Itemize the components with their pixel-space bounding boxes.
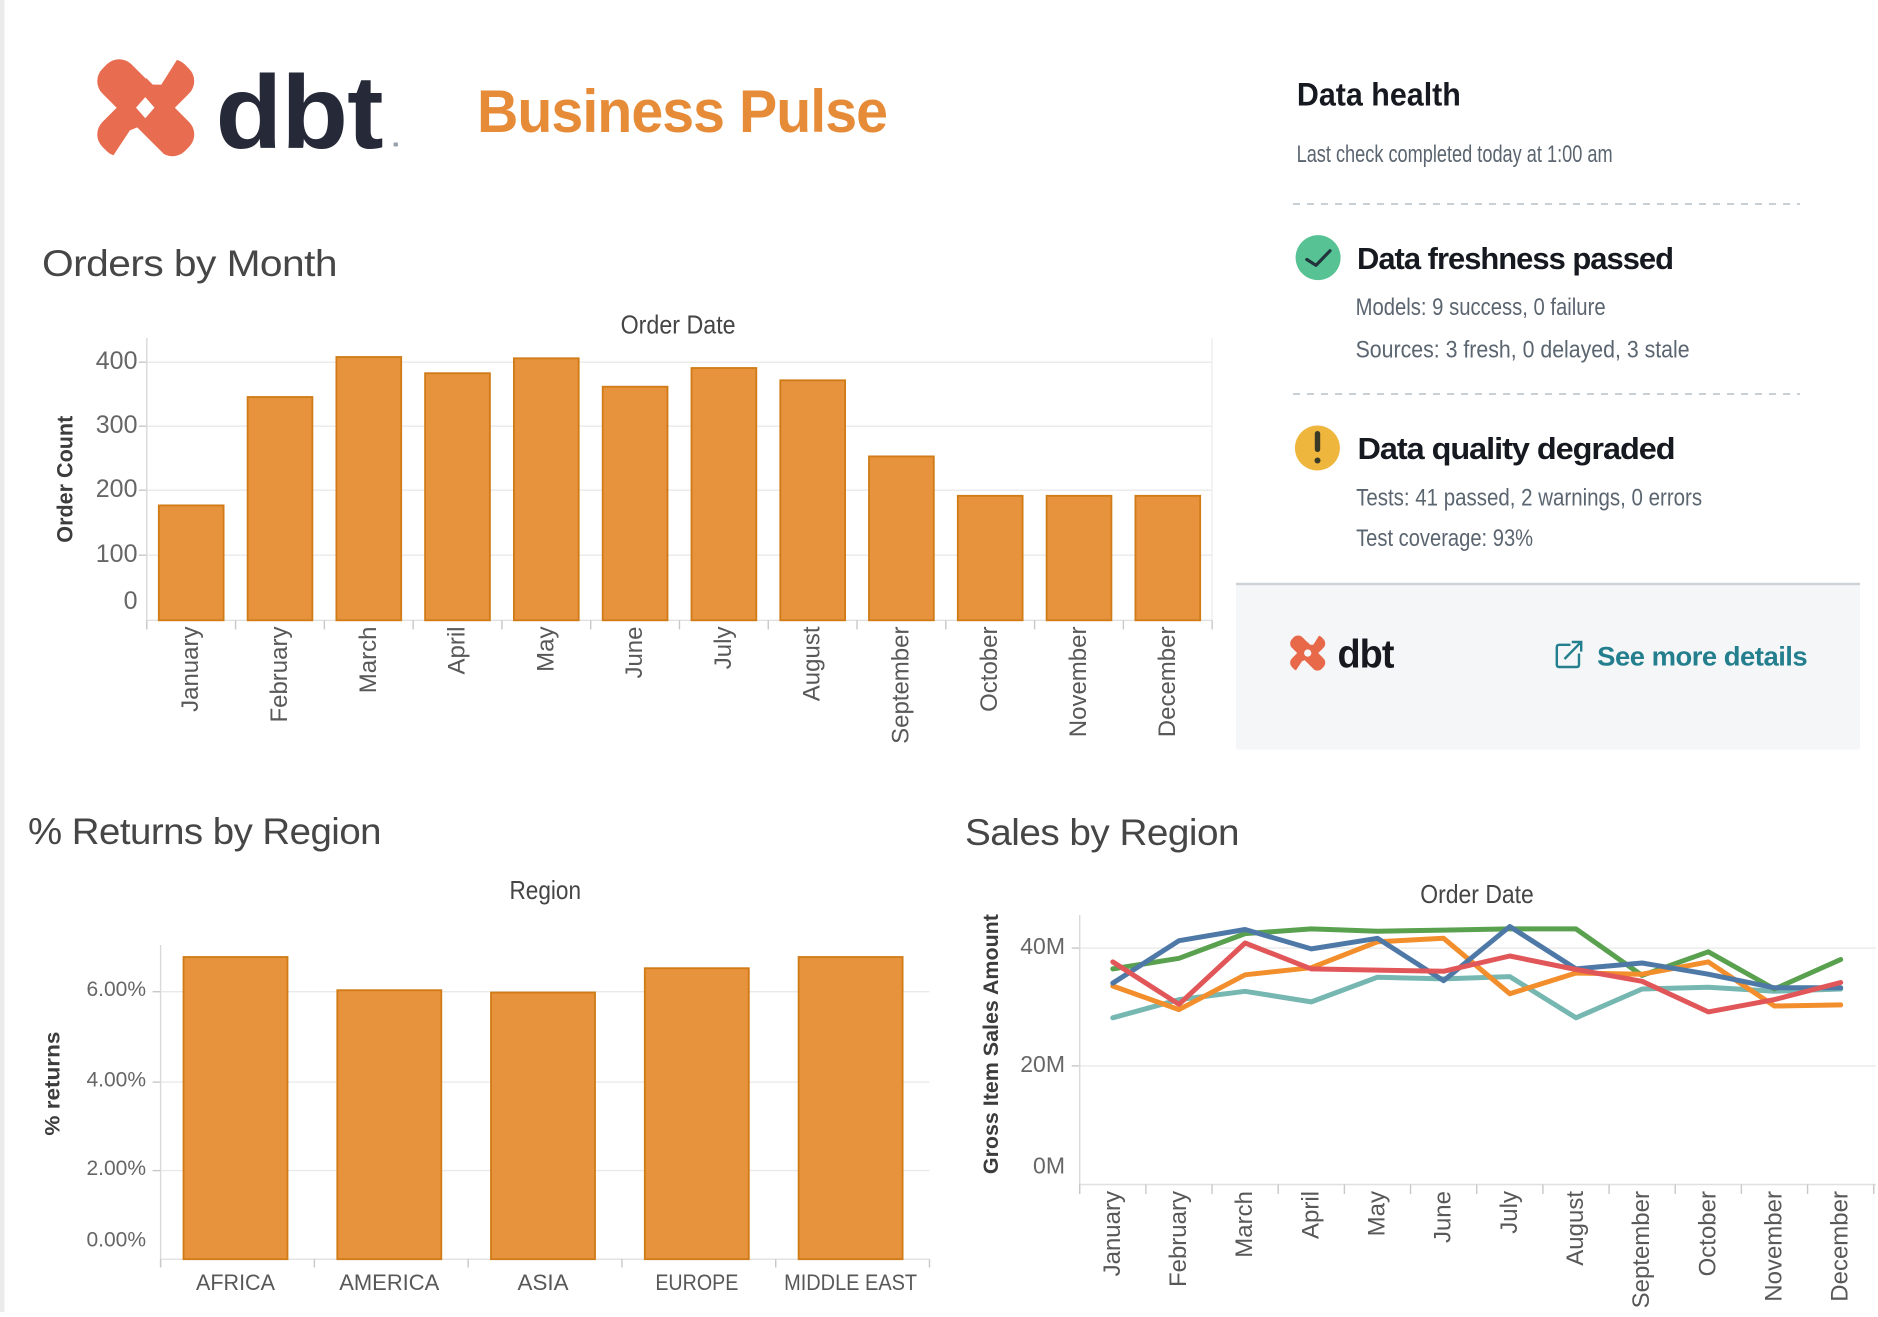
svg-text:Data quality degraded: Data quality degraded	[1358, 431, 1675, 466]
svg-text:200: 200	[96, 475, 138, 503]
svg-text:June: June	[621, 627, 648, 679]
svg-text:0: 0	[124, 587, 138, 615]
svg-text:Orders by Month: Orders by Month	[42, 243, 337, 284]
svg-text:dbt: dbt	[216, 55, 383, 171]
svg-text:Data health: Data health	[1297, 77, 1461, 113]
svg-text:Data freshness passed: Data freshness passed	[1357, 241, 1673, 276]
svg-text:Sales by Region: Sales by Region	[965, 812, 1239, 853]
svg-text:See more details: See more details	[1597, 641, 1807, 671]
svg-text:Last check completed today at: Last check completed today at 1:00 am	[1297, 141, 1613, 168]
svg-text:6.00%: 6.00%	[86, 978, 146, 1001]
svg-text:400: 400	[96, 347, 138, 375]
svg-text:April: April	[1297, 1191, 1324, 1239]
svg-text:Order Count: Order Count	[52, 415, 77, 543]
svg-text:MIDDLE EAST: MIDDLE EAST	[784, 1270, 917, 1295]
svg-text:August: August	[1562, 1191, 1589, 1266]
svg-text:June: June	[1430, 1191, 1457, 1243]
svg-text:Region: Region	[510, 875, 582, 905]
svg-text:Models: 9 success, 0 failure: Models: 9 success, 0 failure	[1356, 294, 1606, 321]
svg-text:Sources: 3 fresh, 0 delayed, 3: Sources: 3 fresh, 0 delayed, 3 stale	[1356, 337, 1690, 364]
svg-text:4.00%: 4.00%	[86, 1069, 146, 1092]
svg-text:February: February	[1165, 1191, 1192, 1287]
svg-text:March: March	[1231, 1191, 1258, 1258]
svg-text:May: May	[532, 627, 559, 672]
svg-text:August: August	[799, 626, 826, 701]
svg-text:Order Date: Order Date	[621, 309, 736, 339]
svg-text:100: 100	[96, 540, 138, 568]
svg-text:0.00%: 0.00%	[86, 1229, 146, 1252]
svg-text:December: December	[1154, 627, 1181, 738]
svg-text:Business Pulse: Business Pulse	[477, 78, 887, 145]
svg-text:January: January	[1099, 1191, 1126, 1276]
svg-text:0M: 0M	[1033, 1153, 1065, 1179]
svg-text:Tests: 41 passed, 2 warnings,: Tests: 41 passed, 2 warnings, 0 errors	[1356, 484, 1702, 511]
svg-text:May: May	[1363, 1191, 1390, 1236]
svg-text:EUROPE: EUROPE	[655, 1270, 738, 1295]
svg-text:300: 300	[96, 411, 138, 439]
svg-text:July: July	[710, 627, 737, 670]
svg-text:December: December	[1827, 1191, 1854, 1302]
svg-text:September: September	[887, 627, 914, 744]
svg-text:November: November	[1065, 627, 1092, 738]
svg-text:April: April	[444, 627, 471, 675]
svg-text:February: February	[266, 627, 293, 723]
svg-text:October: October	[1694, 1191, 1721, 1276]
svg-text:dbt: dbt	[1338, 633, 1395, 677]
svg-text:September: September	[1628, 1191, 1655, 1308]
svg-text:ASIA: ASIA	[518, 1270, 569, 1295]
svg-text:Gross Item Sales Amount: Gross Item Sales Amount	[980, 914, 1003, 1174]
svg-text:November: November	[1760, 1191, 1787, 1302]
svg-text:% Returns by Region: % Returns by Region	[28, 811, 381, 852]
svg-text:% returns: % returns	[41, 1032, 64, 1136]
svg-text:January: January	[177, 627, 204, 712]
svg-text:20M: 20M	[1020, 1051, 1065, 1077]
svg-text:40M: 40M	[1020, 933, 1065, 959]
svg-text:AFRICA: AFRICA	[196, 1270, 275, 1295]
svg-text:2.00%: 2.00%	[86, 1157, 146, 1180]
svg-text:March: March	[355, 627, 382, 694]
svg-text:July: July	[1496, 1191, 1523, 1234]
svg-text:Order Date: Order Date	[1420, 879, 1534, 909]
svg-text:Test coverage: 93%: Test coverage: 93%	[1356, 525, 1533, 552]
svg-text:AMERICA: AMERICA	[339, 1270, 439, 1295]
svg-text:October: October	[976, 626, 1003, 711]
